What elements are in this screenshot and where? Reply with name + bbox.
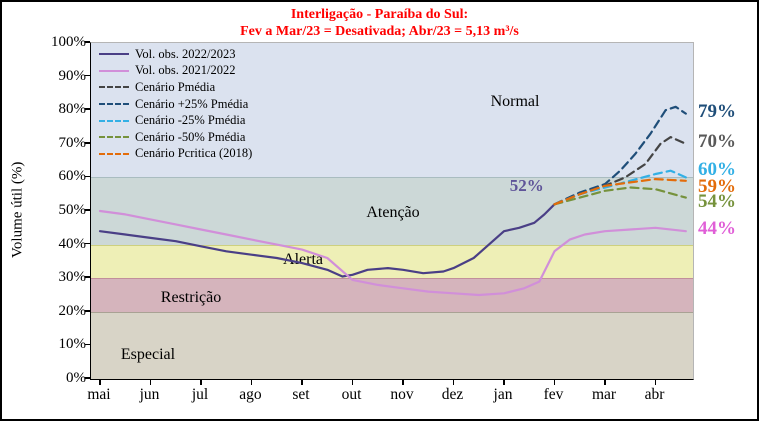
x-tick-label-set: set bbox=[292, 386, 310, 403]
legend-label: Cenário -50% Pmédia bbox=[135, 129, 246, 144]
y-tick-label: 40% bbox=[58, 235, 87, 252]
x-tick-mark bbox=[301, 380, 303, 385]
x-tick-mark bbox=[402, 380, 404, 385]
series-lines bbox=[98, 105, 687, 297]
legend-label: Vol. obs. 2021/2022 bbox=[135, 63, 236, 78]
x-tick-label-dez: dez bbox=[441, 386, 464, 403]
x-tick-mark bbox=[250, 380, 252, 385]
legend-item: Vol. obs. 2021/2022 bbox=[99, 63, 252, 80]
legend-label: Cenário Pcritica (2018) bbox=[135, 146, 253, 161]
end-value-label-44pct: 44% bbox=[698, 218, 736, 240]
y-tick-mark bbox=[85, 74, 90, 77]
x-tick-label-mai: mai bbox=[87, 386, 111, 403]
x-tick-mark bbox=[604, 380, 606, 385]
x-tick-mark bbox=[503, 380, 505, 385]
y-tick-mark bbox=[85, 175, 90, 178]
series-line-vol-obs-2022-2023 bbox=[98, 203, 556, 278]
y-tick-mark bbox=[85, 242, 90, 245]
x-tick-mark bbox=[99, 380, 101, 385]
y-axis-title: Volume útil (%) bbox=[9, 161, 26, 259]
band-label-normal: Normal bbox=[490, 92, 540, 110]
dashed-line-sample-icon bbox=[99, 103, 129, 106]
plot-annotation-52pct: 52% bbox=[509, 175, 544, 195]
band-label-restrição: Restrição bbox=[160, 289, 222, 307]
chart-subtitle: Fev a Mar/23 = Desativada; Abr/23 = 5,13… bbox=[240, 24, 519, 39]
legend-item: Vol. obs. 2022/2023 bbox=[99, 46, 252, 63]
legend-label: Vol. obs. 2022/2023 bbox=[135, 46, 236, 61]
x-tick-label-ago: ago bbox=[239, 386, 262, 403]
end-value-label-59pct: 59% bbox=[698, 176, 736, 198]
solid-line-sample-icon bbox=[99, 53, 129, 56]
band-alerta bbox=[91, 244, 693, 279]
dashed-line-sample-icon bbox=[99, 86, 129, 89]
legend-item: Cenário +25% Pmédia bbox=[99, 96, 252, 113]
x-tick-label-nov: nov bbox=[390, 386, 414, 403]
x-tick-label-abr: abr bbox=[644, 386, 665, 403]
legend: Vol. obs. 2022/2023 Vol. obs. 2021/2022 Ce… bbox=[99, 46, 252, 162]
x-tick-mark bbox=[553, 380, 555, 385]
legend-item: Cenário -50% Pmédia bbox=[99, 129, 252, 146]
dashed-line-sample-icon bbox=[99, 119, 129, 122]
y-tick-label: 30% bbox=[58, 269, 87, 286]
end-value-label-70pct: 70% bbox=[698, 130, 736, 152]
chart-title: Interligação - Paraíba do Sul: bbox=[290, 7, 469, 22]
legend-item: Cenário Pmédia bbox=[99, 79, 252, 96]
y-tick-label: 0% bbox=[66, 370, 86, 386]
legend-label: Cenário -25% Pmédia bbox=[135, 113, 246, 128]
y-tick-label: 70% bbox=[58, 134, 87, 151]
chart-title-block: Interligação - Paraíba do Sul: Fev a Mar… bbox=[2, 6, 757, 40]
end-value-label-79pct: 79% bbox=[698, 100, 736, 122]
y-tick-mark bbox=[85, 41, 90, 43]
x-tick-mark bbox=[654, 380, 656, 385]
series-line-cen-rio-25-pm-dia bbox=[553, 105, 687, 206]
y-tick-mark bbox=[85, 108, 90, 110]
x-tick-label-out: out bbox=[341, 386, 362, 403]
band-especial bbox=[91, 311, 693, 379]
x-tick-label-jan: jan bbox=[493, 386, 513, 403]
band-normal bbox=[91, 43, 693, 178]
x-tick-label-mar: mar bbox=[591, 386, 617, 403]
band-label-atenção: Atenção bbox=[366, 203, 420, 221]
x-tick-label-jul: jul bbox=[191, 386, 209, 403]
y-tick-mark bbox=[85, 276, 90, 278]
y-tick-mark bbox=[85, 310, 90, 312]
end-value-label-60pct: 60% bbox=[698, 159, 736, 181]
plot-area: Vol. obs. 2022/2023 Vol. obs. 2021/2022 Ce… bbox=[90, 42, 694, 380]
band-restrição bbox=[91, 278, 693, 312]
series-line-cen-rio-50-pm-dia bbox=[553, 186, 687, 206]
x-tick-mark bbox=[200, 380, 202, 385]
x-tick-mark bbox=[351, 380, 353, 385]
y-tick-label: 10% bbox=[58, 336, 87, 353]
x-tick-mark bbox=[452, 380, 454, 385]
end-value-label-54pct: 54% bbox=[698, 191, 736, 213]
y-tick-label: 90% bbox=[58, 67, 87, 84]
y-tick-label: 100% bbox=[51, 34, 86, 50]
dashed-line-sample-icon bbox=[99, 152, 129, 155]
y-tick-label: 60% bbox=[58, 168, 87, 185]
solid-line-sample-icon bbox=[99, 69, 129, 72]
y-tick-mark bbox=[85, 377, 90, 379]
legend-label: Cenário +25% Pmédia bbox=[135, 96, 249, 111]
y-tick-mark bbox=[85, 209, 90, 211]
x-tick-label-fev: fev bbox=[543, 386, 564, 403]
y-tick-label: 20% bbox=[58, 302, 87, 319]
legend-label: Cenário Pmédia bbox=[135, 79, 216, 94]
y-tick-label: 50% bbox=[58, 202, 87, 218]
series-line-cen-rio-pcritica-2018- bbox=[553, 178, 687, 206]
y-tick-mark bbox=[85, 142, 90, 144]
legend-item: Cenário Pcritica (2018) bbox=[99, 146, 252, 163]
band-label-alerta: Alerta bbox=[283, 250, 323, 268]
dashed-line-sample-icon bbox=[99, 136, 129, 139]
series-line-vol-obs-2021-2022 bbox=[98, 209, 687, 297]
legend-item: Cenário -25% Pmédia bbox=[99, 112, 252, 129]
y-tick-label: 80% bbox=[58, 101, 87, 118]
x-tick-mark bbox=[149, 380, 151, 385]
x-tick-label-jun: jun bbox=[139, 386, 160, 403]
band-label-especial: Especial bbox=[120, 346, 176, 364]
y-tick-mark bbox=[85, 343, 90, 346]
